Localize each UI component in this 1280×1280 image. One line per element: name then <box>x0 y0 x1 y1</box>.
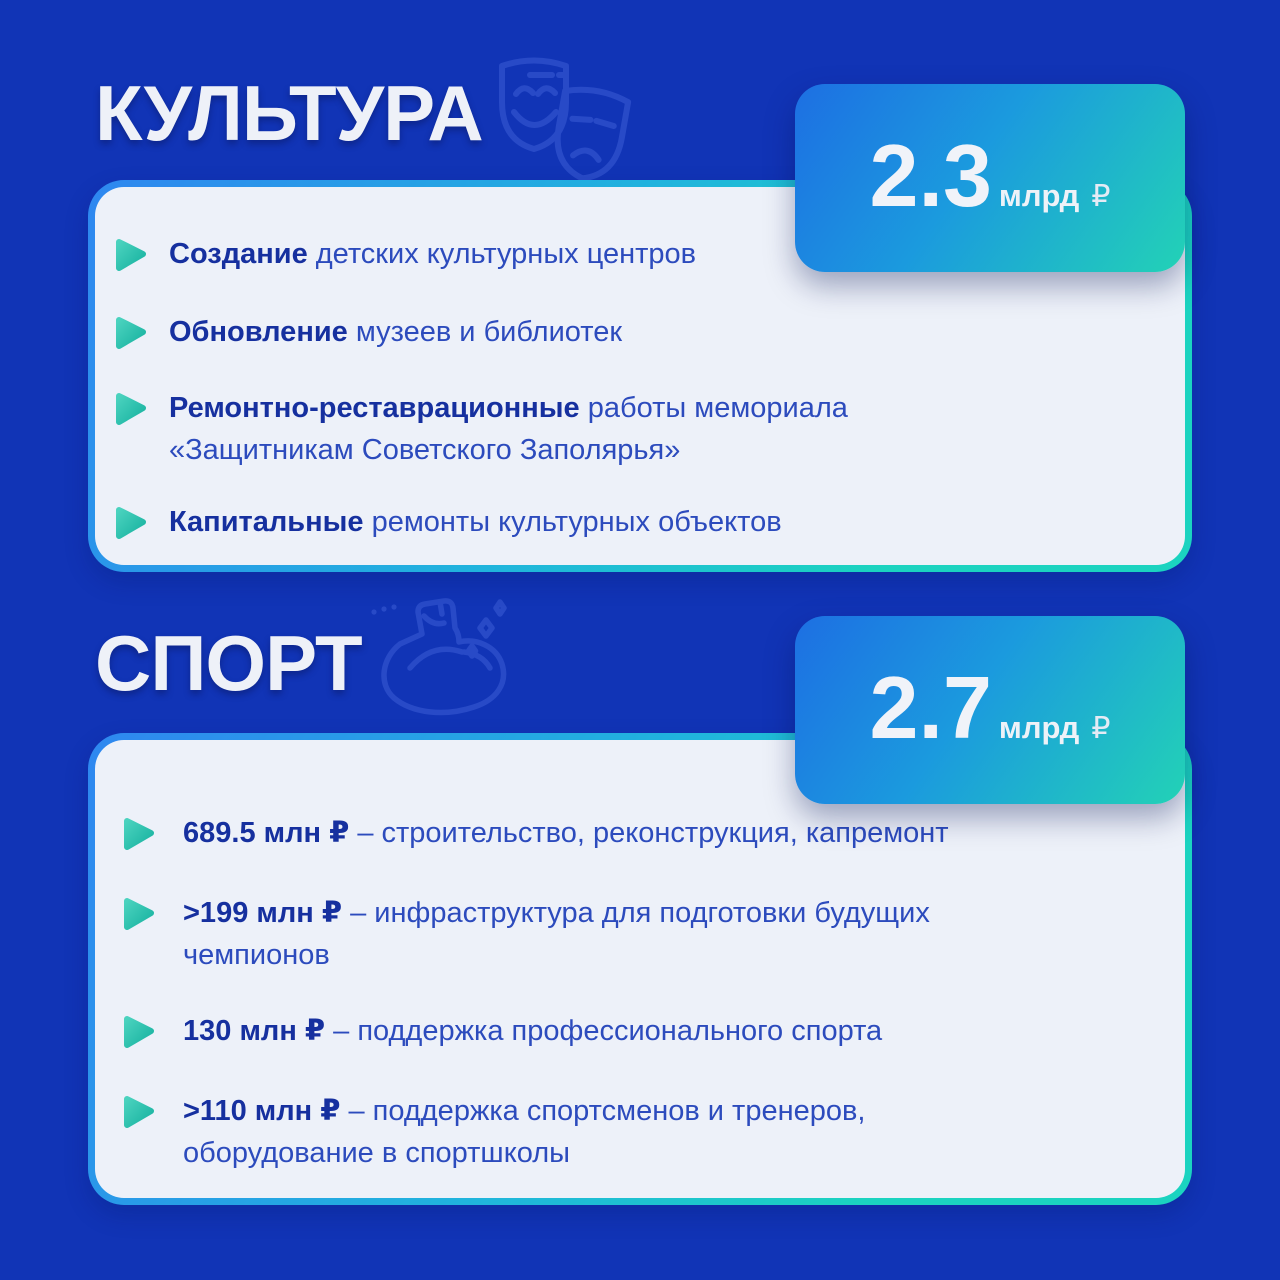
item-bold-text: Ремонтно-реставрационные <box>169 392 580 425</box>
culture-budget-badge: 2.3 млрд ₽ <box>795 84 1185 272</box>
ruble-sign: ₽ <box>1091 180 1111 213</box>
item-bold-text: Создание <box>169 238 308 270</box>
item-bold-text: 689.5 млн ₽ <box>183 817 350 849</box>
ruble-sign: ₽ <box>1091 712 1111 745</box>
item-bold-text: 130 млн ₽ <box>183 1015 326 1048</box>
item-rest-text: – инфраструктура для подготовки будущих … <box>183 897 930 972</box>
bullet-arrow-icon <box>116 393 146 426</box>
flexed-bicep-icon <box>371 598 507 716</box>
item-rest-text: детских культурных центров <box>307 238 697 270</box>
item-text: Ремонтно-реставрационные работы мемориал… <box>169 387 999 471</box>
list-item: Создание детских культурных центров <box>113 233 1145 275</box>
item-rest-text: музеев и библиотек <box>347 316 623 349</box>
list-item: 130 млн ₽ – поддержка профессионального … <box>121 1010 1145 1052</box>
item-text: 689.5 млн ₽ – строительство, реконструкц… <box>183 812 949 854</box>
item-bold-text: Обновление <box>169 316 348 349</box>
item-rest-text: – поддержка спортсменов и тренеров, обор… <box>183 1095 866 1170</box>
item-rest-text: – поддержка профессионального спорта <box>325 1015 883 1048</box>
item-text: Обновление музеев и библиотек <box>169 311 622 353</box>
bullet-arrow-icon <box>124 1096 154 1129</box>
list-item: Обновление музеев и библиотек <box>113 311 1145 353</box>
section-title-sport: СПОРТ <box>95 619 363 707</box>
item-rest-text: ремонты культурных объектов <box>363 506 782 539</box>
item-bold-text: >199 млн ₽ <box>183 897 343 930</box>
budget-value: 2.7 <box>869 658 992 757</box>
item-text: Капитальные ремонты культурных объектов <box>169 501 782 543</box>
item-text: Создание детских культурных центров <box>169 233 696 275</box>
bullet-arrow-icon <box>116 317 146 350</box>
item-bold-text: >110 млн ₽ <box>183 1095 341 1128</box>
list-item: 689.5 млн ₽ – строительство, реконструкц… <box>121 812 1145 854</box>
section-title-culture: КУЛЬТУРА <box>95 69 484 157</box>
bullet-arrow-icon <box>124 1016 154 1049</box>
list-item: >199 млн ₽ – инфраструктура для подготов… <box>121 892 1145 976</box>
list-item: >110 млн ₽ – поддержка спортсменов и тре… <box>121 1090 1145 1174</box>
item-text: 130 млн ₽ – поддержка профессионального … <box>183 1010 882 1052</box>
budget-unit: млрд <box>998 178 1080 213</box>
theater-masks-icon <box>499 57 632 182</box>
bullet-arrow-icon <box>124 818 154 850</box>
list-item: Капитальные ремонты культурных объектов <box>113 501 1145 543</box>
list-item: Ремонтно-реставрационные работы мемориал… <box>113 387 1145 471</box>
budget-unit: млрд <box>998 710 1080 745</box>
culture-card: Создание детских культурных центров Обно… <box>88 180 1192 572</box>
item-rest-text: – строительство, реконструкция, капремон… <box>349 817 949 849</box>
sport-budget-badge: 2.7 млрд ₽ <box>795 616 1185 804</box>
sport-card: 689.5 млн ₽ – строительство, реконструкц… <box>88 733 1192 1205</box>
item-bold-text: Капитальные <box>169 506 364 539</box>
budget-value: 2.3 <box>869 126 992 225</box>
bullet-arrow-icon <box>116 507 146 540</box>
item-rest-text: работы мемориала «Защитникам Советского … <box>169 392 848 467</box>
bullet-arrow-icon <box>124 898 154 931</box>
item-text: >199 млн ₽ – инфраструктура для подготов… <box>183 892 1013 976</box>
item-text: >110 млн ₽ – поддержка спортсменов и тре… <box>183 1090 1013 1174</box>
bullet-arrow-icon <box>116 239 146 271</box>
